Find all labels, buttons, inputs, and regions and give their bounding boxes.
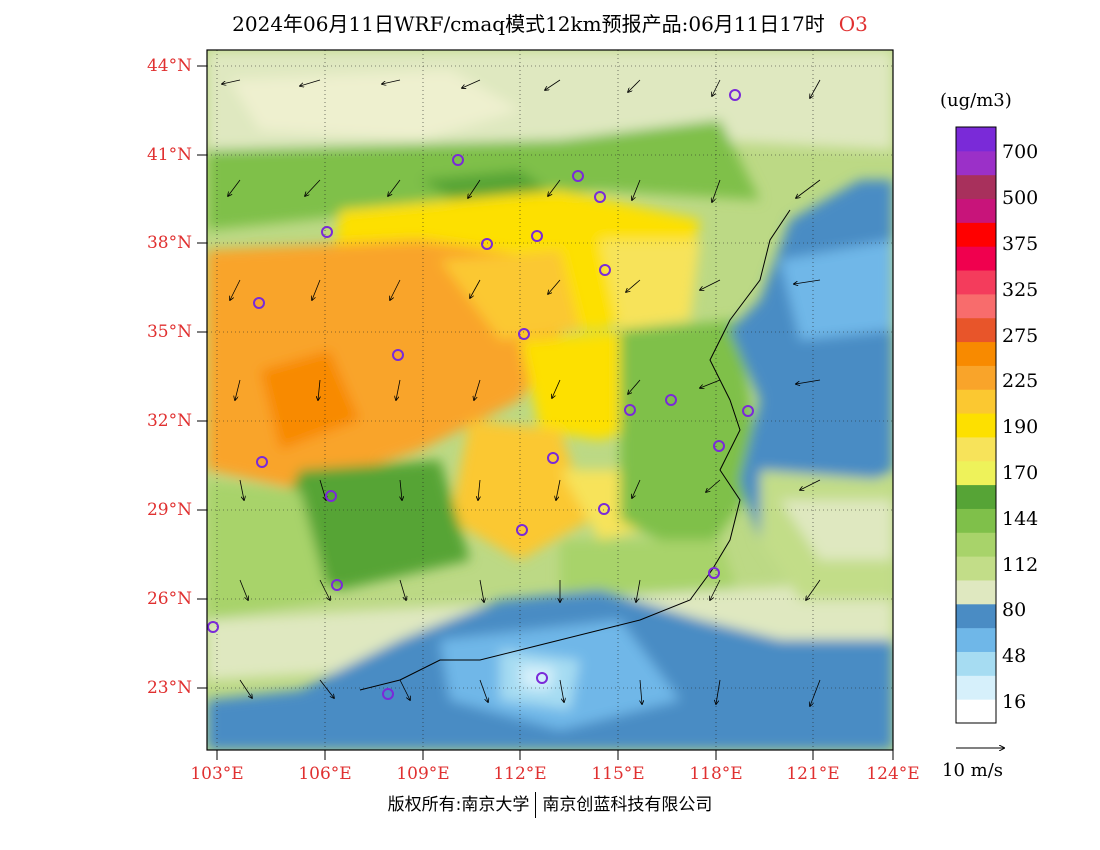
colorbar-swatch bbox=[956, 603, 996, 629]
colorbar-label: 225 bbox=[1002, 370, 1039, 392]
wind-vectors bbox=[222, 79, 821, 706]
colorbar-swatch bbox=[956, 484, 996, 509]
map-title: 2024年06月11日WRF/cmaq模式12km预报产品:06月11日17时 O… bbox=[0, 8, 1100, 37]
colorbar-swatch bbox=[956, 127, 996, 152]
colorbar-label: 16 bbox=[1002, 691, 1027, 713]
lon-label: 112°E bbox=[493, 764, 547, 784]
colorbar bbox=[956, 127, 996, 724]
footer-right: 南京创蓝科技有限公司 bbox=[542, 795, 713, 815]
colorbar-label: 144 bbox=[1002, 508, 1039, 530]
colorbar-swatch bbox=[956, 341, 996, 366]
colorbar-swatch bbox=[956, 317, 996, 343]
colorbar-label: 500 bbox=[1002, 187, 1039, 209]
colorbar-swatch bbox=[956, 460, 996, 486]
colorbar-swatch bbox=[956, 270, 996, 295]
lon-label: 124°E bbox=[866, 764, 920, 784]
colorbar-swatch bbox=[956, 150, 996, 176]
concentration-field bbox=[207, 50, 893, 750]
coastline bbox=[359, 209, 791, 691]
lat-label: 44°N bbox=[146, 56, 192, 76]
colorbar-label: 48 bbox=[1002, 645, 1027, 667]
footer-separator bbox=[535, 792, 537, 818]
lon-label: 103°E bbox=[190, 764, 244, 784]
colorbar-label: 190 bbox=[1002, 416, 1039, 438]
city-markers bbox=[207, 89, 754, 700]
lat-label: 32°N bbox=[146, 411, 192, 431]
colorbar-label: 325 bbox=[1002, 279, 1039, 301]
colorbar-swatch bbox=[956, 246, 996, 271]
lat-label: 23°N bbox=[146, 678, 192, 698]
colorbar-swatch bbox=[956, 365, 996, 390]
colorbar-swatch bbox=[956, 436, 996, 462]
colorbar-swatch bbox=[956, 222, 996, 247]
colorbar-swatch bbox=[956, 413, 996, 438]
colorbar-swatch bbox=[956, 198, 996, 223]
colorbar-label: 112 bbox=[1002, 554, 1039, 576]
lon-label: 118°E bbox=[689, 764, 743, 784]
lon-label: 121°E bbox=[786, 764, 840, 784]
copyright-footer: 版权所有:南京大学 南京创蓝科技有限公司 bbox=[0, 790, 1100, 818]
wind-scale-label: 10 m/s bbox=[942, 760, 1003, 781]
lat-label: 29°N bbox=[146, 500, 192, 520]
colorbar-swatch bbox=[956, 389, 996, 414]
colorbar-swatch bbox=[956, 508, 996, 533]
lat-label: 26°N bbox=[146, 589, 192, 609]
lat-label: 41°N bbox=[146, 145, 192, 165]
colorbar-swatch bbox=[956, 532, 996, 557]
colorbar-label: 700 bbox=[1002, 141, 1039, 163]
colorbar-swatch bbox=[956, 556, 996, 581]
lon-label: 109°E bbox=[396, 764, 450, 784]
colorbar-swatch bbox=[956, 627, 996, 652]
lon-label: 115°E bbox=[591, 764, 645, 784]
lat-label: 35°N bbox=[146, 322, 192, 342]
colorbar-swatch bbox=[956, 699, 996, 724]
colorbar-label: 275 bbox=[1002, 325, 1039, 347]
colorbar-label: 80 bbox=[1002, 599, 1027, 621]
colorbar-swatch bbox=[956, 675, 996, 700]
title-text: 2024年06月11日WRF/cmaq模式12km预报产品:06月11日17时 bbox=[232, 12, 825, 36]
colorbar-swatch bbox=[956, 293, 996, 319]
map-frame bbox=[206, 49, 894, 751]
lat-label: 38°N bbox=[146, 233, 192, 253]
lon-label: 106°E bbox=[298, 764, 352, 784]
footer-left: 版权所有:南京大学 bbox=[387, 795, 530, 815]
colorbar-label: 170 bbox=[1002, 462, 1039, 484]
colorbar-unit: (ug/m3) bbox=[940, 90, 1012, 111]
colorbar-swatch bbox=[956, 651, 996, 676]
species-label: O3 bbox=[838, 12, 868, 36]
colorbar-label: 375 bbox=[1002, 233, 1039, 255]
colorbar-swatch bbox=[956, 174, 996, 200]
colorbar-swatch bbox=[956, 579, 996, 605]
